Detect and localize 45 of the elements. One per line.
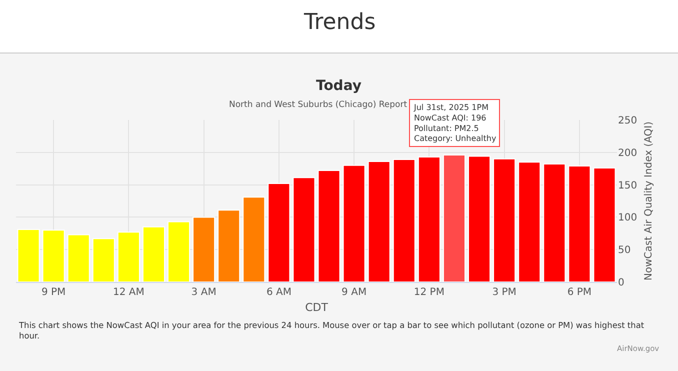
bar — [17, 229, 40, 282]
x-tick-label: 9 AM — [342, 287, 367, 298]
chart-title: Today — [316, 78, 362, 94]
text: Trends — [303, 10, 376, 35]
bar — [218, 210, 240, 282]
x-tick-label: 12 PM — [414, 287, 444, 298]
bar — [593, 167, 616, 282]
bar — [168, 221, 190, 282]
bar — [318, 170, 340, 282]
bar — [42, 230, 65, 282]
x-tick-label: 12 AM — [113, 287, 144, 298]
x-tick-label: 3 PM — [492, 287, 516, 298]
bar — [543, 164, 566, 282]
bar — [518, 162, 541, 282]
chart-subtitle: North and West Suburbs (Chicago) Report — [229, 100, 408, 110]
y-tick-label: 250 — [618, 116, 638, 126]
y-tick-label: 150 — [618, 180, 638, 192]
y-tick-label: 100 — [618, 212, 638, 224]
bar — [117, 232, 140, 282]
bar — [442, 154, 466, 282]
x-tick-label: 9 PM — [41, 287, 66, 298]
bar — [468, 156, 491, 282]
bar — [67, 234, 90, 282]
x-tick-label: 3 AM — [191, 287, 216, 298]
x-axis-title: CDT — [305, 301, 328, 314]
bar — [392, 159, 416, 282]
bar — [92, 238, 115, 282]
bar — [342, 164, 366, 282]
y-tick-label: 50 — [618, 245, 631, 256]
y-axis-title: NowCast Air Quality Index (AQI) — [644, 121, 655, 281]
y-tick-label: 0 — [618, 278, 624, 288]
text: This chart shows the NowCast AQI in your area for the previous 24 hours. Mouse over or tap a bar to see which pollutant (ozone or PM) was highest that hour. — [18, 320, 645, 341]
bar — [418, 156, 440, 282]
bar — [292, 177, 316, 282]
y-tick-label: 200 — [618, 148, 638, 159]
bar — [368, 160, 390, 282]
x-tick-label: 6 PM — [567, 287, 592, 298]
annotation: Jul 31st, 2025 1PM NowCast AQI: 196 Pollutant: PM2.5 Category: Unhealthy — [413, 103, 496, 144]
bar — [268, 183, 290, 282]
bar — [242, 196, 266, 282]
bar — [192, 216, 216, 282]
bar — [568, 166, 591, 282]
bar — [493, 158, 516, 282]
bar — [142, 226, 165, 282]
x-tick-label: 6 AM — [266, 287, 292, 298]
